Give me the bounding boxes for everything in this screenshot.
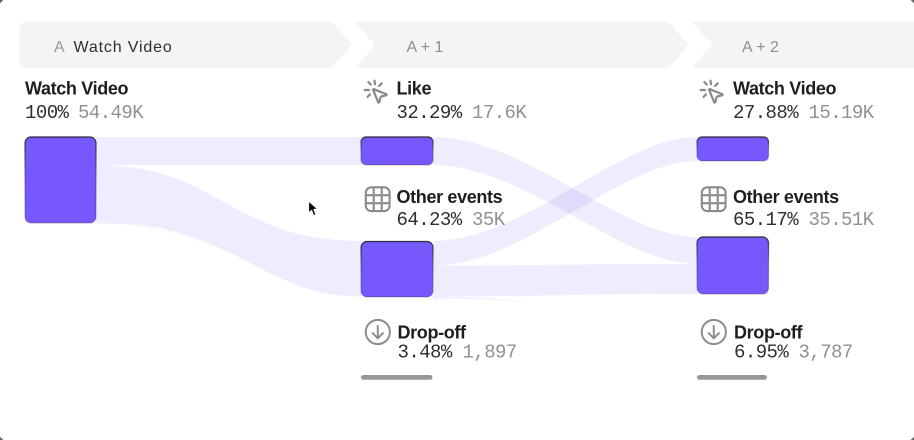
svg-text:35K: 35K xyxy=(472,209,506,231)
svg-text:1,897: 1,897 xyxy=(463,342,517,364)
svg-text:6.95%: 6.95% xyxy=(734,342,789,364)
svg-text:Drop-off: Drop-off xyxy=(734,323,804,343)
svg-text:Other events: Other events xyxy=(733,187,839,207)
svg-text:64.23%: 64.23% xyxy=(397,209,463,231)
svg-text:15.19K: 15.19K xyxy=(809,102,875,124)
svg-text:A + 1: A + 1 xyxy=(407,39,444,56)
svg-text:Watch Video: Watch Video xyxy=(74,39,173,56)
svg-text:Watch Video: Watch Video xyxy=(25,79,129,99)
svg-text:17.6K: 17.6K xyxy=(472,102,527,124)
svg-text:54.49K: 54.49K xyxy=(78,102,144,124)
svg-text:100%: 100% xyxy=(25,102,70,124)
svg-text:65.17%: 65.17% xyxy=(733,209,799,231)
svg-text:3.48%: 3.48% xyxy=(398,342,453,364)
svg-text:Other events: Other events xyxy=(397,187,503,207)
svg-text:A: A xyxy=(54,39,65,56)
svg-text:Drop-off: Drop-off xyxy=(398,323,468,343)
svg-text:27.88%: 27.88% xyxy=(733,102,799,124)
svg-text:35.51K: 35.51K xyxy=(809,209,875,231)
svg-text:32.29%: 32.29% xyxy=(397,102,463,124)
svg-text:A + 2: A + 2 xyxy=(742,39,779,56)
svg-text:Like: Like xyxy=(397,79,432,99)
svg-text:Watch Video: Watch Video xyxy=(733,79,837,99)
svg-text:3,787: 3,787 xyxy=(799,342,853,364)
